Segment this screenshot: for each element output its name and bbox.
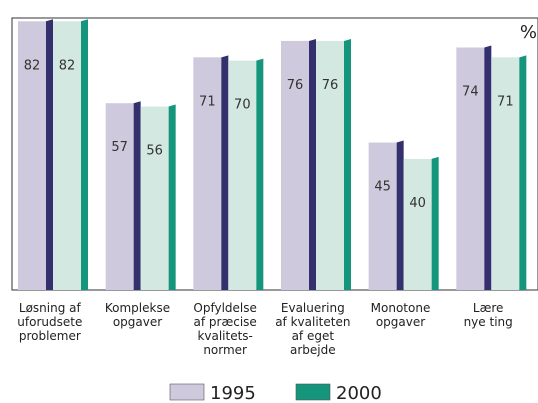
x-tick-label-line: Opfyldelse xyxy=(193,301,256,315)
x-tick-label: Lære nye ting xyxy=(464,301,513,329)
bar-side xyxy=(396,140,404,290)
value-label: 56 xyxy=(146,143,163,158)
x-tick-label-line: Lære xyxy=(473,301,504,315)
x-tick-label-line: af præcise xyxy=(194,315,257,329)
bar-side xyxy=(309,38,316,290)
bar-side xyxy=(431,156,439,290)
bar-side xyxy=(221,55,229,290)
x-tick-label-line: problemer xyxy=(19,329,81,343)
value-label: 76 xyxy=(322,78,339,93)
bar xyxy=(193,57,222,290)
value-label: 82 xyxy=(59,58,76,73)
x-tick-label-line: uforudsete xyxy=(17,315,82,329)
bar xyxy=(140,106,169,290)
unit-label: % xyxy=(520,22,537,43)
bar-side xyxy=(484,45,492,291)
x-tick-label-line: arbejde xyxy=(290,343,336,357)
bar xyxy=(281,40,309,290)
x-tick-label: Løsning af uforudsete problemer xyxy=(17,301,82,343)
value-label: 40 xyxy=(409,196,426,211)
bar-side xyxy=(168,104,176,290)
x-tick-label: Opfyldelse af præcise kvalitets-normer xyxy=(193,301,256,357)
bar xyxy=(53,21,81,291)
x-tick-label-line: Evaluering xyxy=(281,301,345,315)
x-tick-label-line: Løsning af xyxy=(19,301,82,315)
x-tick-label-line: opgaver xyxy=(376,315,425,329)
legend-label: 1995 xyxy=(210,383,256,403)
legend-swatch xyxy=(295,383,331,401)
value-label: 76 xyxy=(287,78,304,93)
value-label: 70 xyxy=(234,98,251,113)
value-label: 71 xyxy=(497,94,514,109)
bar xyxy=(105,103,134,290)
value-label: 82 xyxy=(24,58,41,73)
x-tick-label: Evaluering af kvaliteten af eget arbejde xyxy=(275,301,350,357)
bar-side xyxy=(344,38,351,290)
x-tick-label-line: Monotone xyxy=(371,301,431,315)
x-tick-label-line: Komplekse xyxy=(105,301,170,315)
bar-side xyxy=(81,19,88,291)
value-label: 45 xyxy=(374,180,391,195)
x-tick-label-line: normer xyxy=(203,343,247,357)
bar-side xyxy=(256,58,264,290)
legend-swatch xyxy=(169,383,205,401)
bar xyxy=(316,40,344,290)
value-label: 71 xyxy=(199,94,216,109)
x-tick-label-line: af eget xyxy=(292,329,335,343)
x-tick-label-line: kvalitets- xyxy=(197,329,252,343)
bar xyxy=(456,47,485,291)
bar xyxy=(228,60,257,290)
legend-label: 2000 xyxy=(336,383,382,403)
x-tick-label: Komplekse opgaver xyxy=(105,301,170,329)
value-label: 57 xyxy=(111,140,128,155)
bar-side xyxy=(133,101,141,290)
x-tick-label-line: af kvaliteten xyxy=(275,315,350,329)
x-tick-label-line: nye ting xyxy=(464,315,513,329)
bar xyxy=(368,142,397,290)
value-label: 74 xyxy=(462,84,479,99)
bar xyxy=(18,21,46,291)
bar-side xyxy=(519,55,527,290)
bar-side xyxy=(46,19,53,291)
bar xyxy=(403,158,432,290)
x-tick-label: Monotone opgaver xyxy=(371,301,431,329)
plot-frame xyxy=(11,17,538,291)
bar xyxy=(491,57,520,290)
x-tick-label-line: opgaver xyxy=(113,315,162,329)
